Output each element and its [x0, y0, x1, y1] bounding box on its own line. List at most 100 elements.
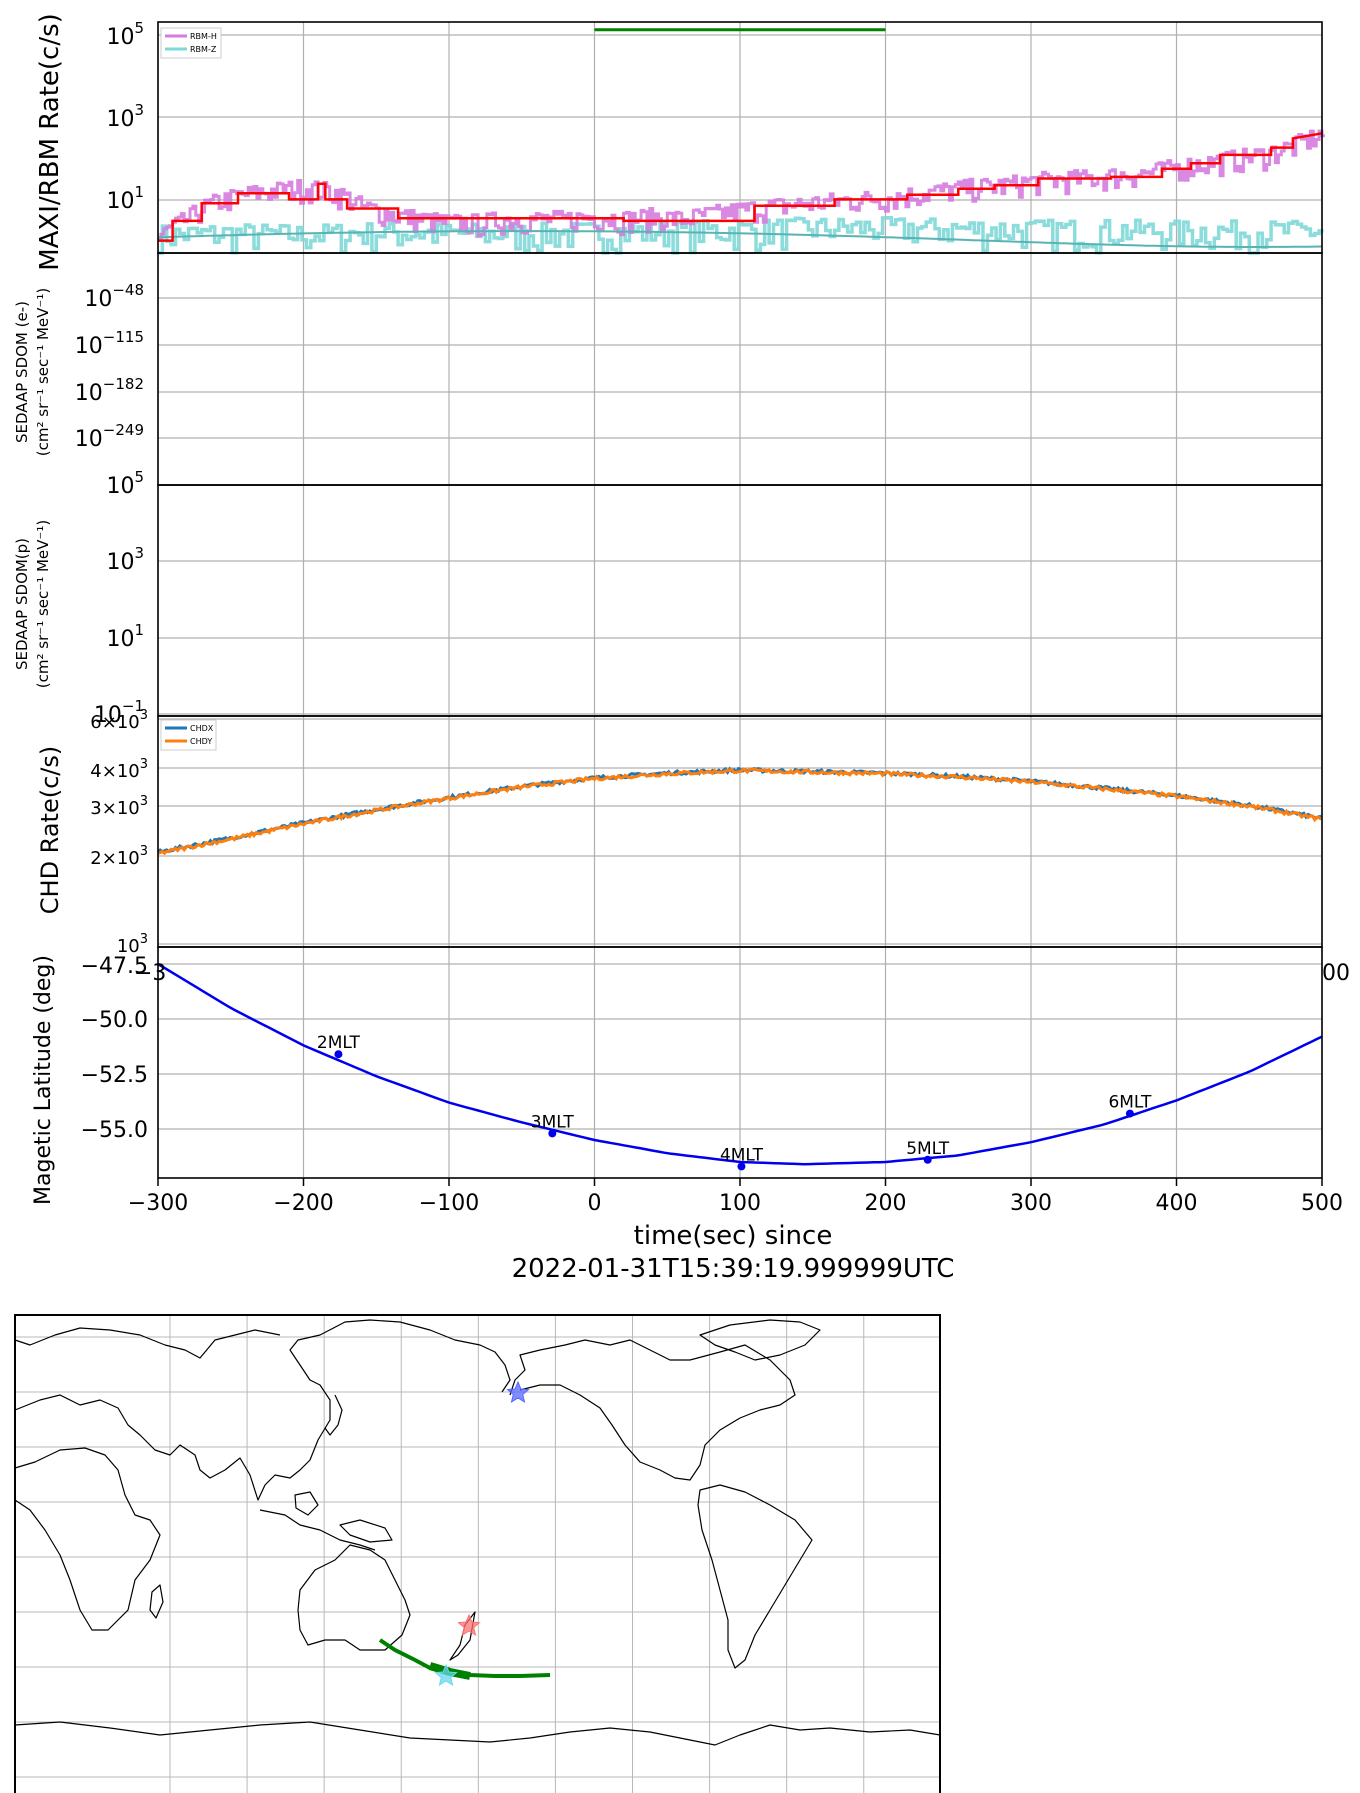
time-xticks: −300 −200 −100 0 100 200 300 400 500 — [128, 1178, 1343, 1216]
australia-coastline — [297, 1544, 411, 1651]
chdx-legend-label: CHDX — [190, 724, 214, 733]
panel-grids — [157, 22, 1323, 1178]
xtick-label-0: −300 — [128, 1191, 188, 1216]
south-america-coastline — [697, 1484, 813, 1669]
rbm-legend: RBM-H RBM-Z — [160, 27, 222, 59]
chd-ytick-2: 3×103 — [90, 794, 148, 819]
rbm-z-trend-line — [157, 230, 1323, 248]
chd-ytick-3: 2×103 — [90, 844, 148, 869]
svg-text:10−1: 10−1 — [94, 697, 144, 728]
mlt-label-1: 3MLT — [531, 1112, 575, 1132]
chd-xtick-partial-left: −3 — [134, 961, 166, 986]
map-gridlines — [15, 1315, 940, 1793]
latitude-ytick-2: −52.5 — [81, 1063, 148, 1088]
svg-text:3×103: 3×103 — [90, 794, 148, 819]
svg-text:10−115: 10−115 — [75, 328, 144, 359]
latitude-ytick-1: −50.0 — [81, 1008, 148, 1033]
indonesia-coastline — [259, 1509, 376, 1551]
new-zealand-coastline — [449, 1611, 476, 1661]
mlt-label-4: 6MLT — [1108, 1093, 1152, 1113]
mlt-point-1 — [548, 1129, 557, 1138]
chdy-line — [157, 767, 1323, 856]
new-guinea-coastline — [339, 1519, 393, 1543]
svg-text:4×103: 4×103 — [90, 757, 148, 782]
chd-legend: CHDX CHDY — [160, 719, 217, 751]
svg-text:105: 105 — [106, 468, 144, 499]
sedaap-e-ytick-0: 10−48 — [84, 281, 144, 312]
xtick-label-3: 0 — [588, 1191, 602, 1216]
svg-text:101: 101 — [106, 621, 144, 652]
africa-coastline — [14, 1447, 161, 1631]
svg-text:105: 105 — [106, 19, 144, 50]
rbm-h-legend-label: RBM-H — [190, 32, 217, 41]
latitude-ylabel: Magetic Latitude (deg) — [31, 955, 56, 1205]
xtick-label-4: 100 — [719, 1191, 761, 1216]
mlt-annotations: 2MLT 3MLT 4MLT 5MLT 6MLT — [317, 1033, 1152, 1171]
japan-coastline — [324, 1394, 343, 1436]
chd-xtick-partial-right: 00 — [1322, 961, 1350, 986]
sedaap-e-ytick-2: 10−182 — [75, 375, 144, 406]
svg-text:101: 101 — [106, 183, 144, 214]
svg-text:103: 103 — [117, 932, 148, 957]
mlt-point-0 — [334, 1050, 343, 1059]
sedaap-p-ytick-3: 10−1 — [94, 697, 144, 728]
panel-frames — [157, 21, 1323, 1179]
map-frame — [14, 1314, 941, 1793]
europe-coastline — [14, 1327, 281, 1359]
reference-time: 2022-01-31T15:39:19.999999UTC — [512, 1254, 955, 1284]
latitude-ytick-0: −47.5 — [81, 954, 148, 979]
sedaap-p-ytick-2: 101 — [106, 621, 144, 652]
svg-text:103: 103 — [106, 544, 144, 575]
greenland-coastline — [699, 1319, 821, 1361]
chd-ytick-0: 6×103 — [90, 708, 148, 733]
svg-text:10−182: 10−182 — [75, 375, 144, 406]
mlt-label-2: 4MLT — [720, 1145, 764, 1165]
chd-ytick-1: 4×103 — [90, 757, 148, 782]
chdy-legend-label: CHDY — [190, 737, 212, 746]
svg-text:10−249: 10−249 — [75, 421, 144, 452]
map-markers — [434, 1380, 530, 1686]
madagascar-coastline — [149, 1584, 164, 1619]
svg-text:103: 103 — [106, 101, 144, 132]
mlt-point-4 — [1125, 1109, 1134, 1118]
svg-text:6×103: 6×103 — [90, 708, 148, 733]
sedaap-p-ytick-0: 105 — [106, 468, 144, 499]
rbm-ytick-0: 105 — [106, 19, 144, 50]
rbm-z-legend-label: RBM-Z — [190, 45, 217, 54]
map-star-marker-2 — [434, 1663, 458, 1686]
xtick-label-6: 300 — [1010, 1191, 1052, 1216]
rbm-ylabel: MAXI/RBM Rate(c/s) — [35, 13, 65, 271]
xtick-label-1: −200 — [273, 1191, 333, 1216]
mlt-label-3: 5MLT — [906, 1139, 950, 1159]
svg-text:2×103: 2×103 — [90, 844, 148, 869]
sedaap-p-ylabel-line1: SEDAAP SDOM(p) — [13, 538, 31, 670]
antarctica-coastline — [14, 1721, 941, 1746]
rbm-z-line — [158, 216, 1324, 255]
xtick-label-5: 200 — [865, 1191, 907, 1216]
rbm-ytick-2: 101 — [106, 183, 144, 214]
latitude-ytick-3: −55.0 — [81, 1118, 148, 1143]
svg-text:10−48: 10−48 — [84, 281, 144, 312]
coastlines — [14, 1319, 941, 1746]
mlt-label-0: 2MLT — [317, 1033, 361, 1053]
xtick-label-8: 500 — [1301, 1191, 1343, 1216]
chd-ylabel: CHD Rate(c/s) — [36, 746, 64, 914]
panel-plots — [156, 28, 1325, 1166]
sedaap-p-ylabel-line2: (cm² sr⁻¹ sec⁻¹ MeV⁻¹) — [34, 520, 52, 688]
north-america-coastline — [509, 1339, 796, 1481]
sedaap-p-ytick-1: 103 — [106, 544, 144, 575]
world-map — [14, 1314, 941, 1793]
rbm-series-z — [158, 216, 1324, 255]
sedaap-e-ytick-3: 10−249 — [75, 421, 144, 452]
mlt-point-2 — [737, 1162, 746, 1171]
xtick-label-2: −100 — [419, 1191, 479, 1216]
chdx-line — [156, 766, 1322, 854]
rbm-ytick-1: 103 — [106, 101, 144, 132]
time-xlabel: time(sec) since — [634, 1221, 833, 1251]
mlt-point-3 — [923, 1155, 932, 1164]
rbm-step-fit-line — [158, 132, 1323, 242]
chd-ytick-4: 103 — [117, 932, 148, 957]
map-star-marker-0 — [506, 1380, 530, 1403]
sedaap-e-ylabel-line1: SEDAAP SDOM (e-) — [13, 301, 31, 443]
